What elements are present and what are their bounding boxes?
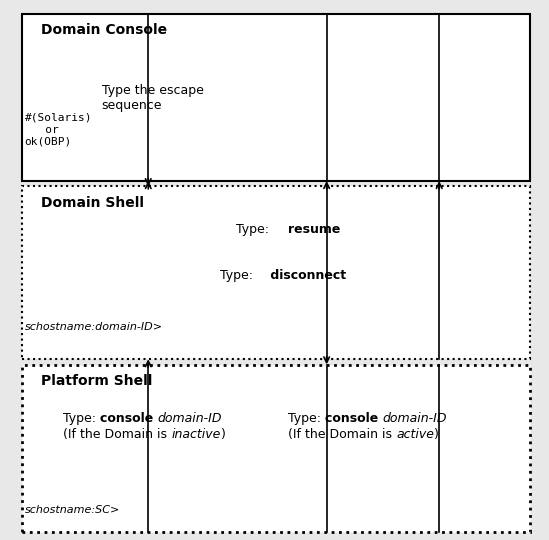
Text: disconnect: disconnect: [266, 269, 346, 282]
Text: #(Solaris)
   or
ok(OBP): #(Solaris) or ok(OBP): [25, 113, 92, 146]
Text: Domain Shell: Domain Shell: [41, 196, 144, 210]
Text: schostname:domain-ID>: schostname:domain-ID>: [25, 322, 163, 332]
Text: ): ): [434, 428, 439, 441]
Text: Type the escape
sequence: Type the escape sequence: [102, 84, 204, 112]
Text: Platform Shell: Platform Shell: [41, 374, 153, 388]
Text: Type:: Type:: [220, 269, 256, 282]
Text: ): ): [221, 428, 226, 441]
Text: inactive: inactive: [171, 428, 221, 441]
Text: domain-ID: domain-ID: [158, 412, 222, 425]
Text: Type:: Type:: [236, 223, 273, 236]
Text: schostname:SC>: schostname:SC>: [25, 505, 120, 515]
Text: Type:: Type:: [63, 412, 100, 425]
Text: Type:: Type:: [288, 412, 325, 425]
Text: domain-ID: domain-ID: [383, 412, 447, 425]
Bar: [22, 186, 530, 359]
Text: (If the Domain is: (If the Domain is: [288, 428, 396, 441]
Text: active: active: [396, 428, 434, 441]
Text: Domain Console: Domain Console: [41, 23, 167, 37]
Text: console: console: [325, 412, 383, 425]
Text: (If the Domain is: (If the Domain is: [63, 428, 171, 441]
Text: resume: resume: [288, 223, 340, 236]
Bar: [22, 364, 530, 532]
Text: console: console: [100, 412, 158, 425]
Bar: [22, 14, 530, 181]
